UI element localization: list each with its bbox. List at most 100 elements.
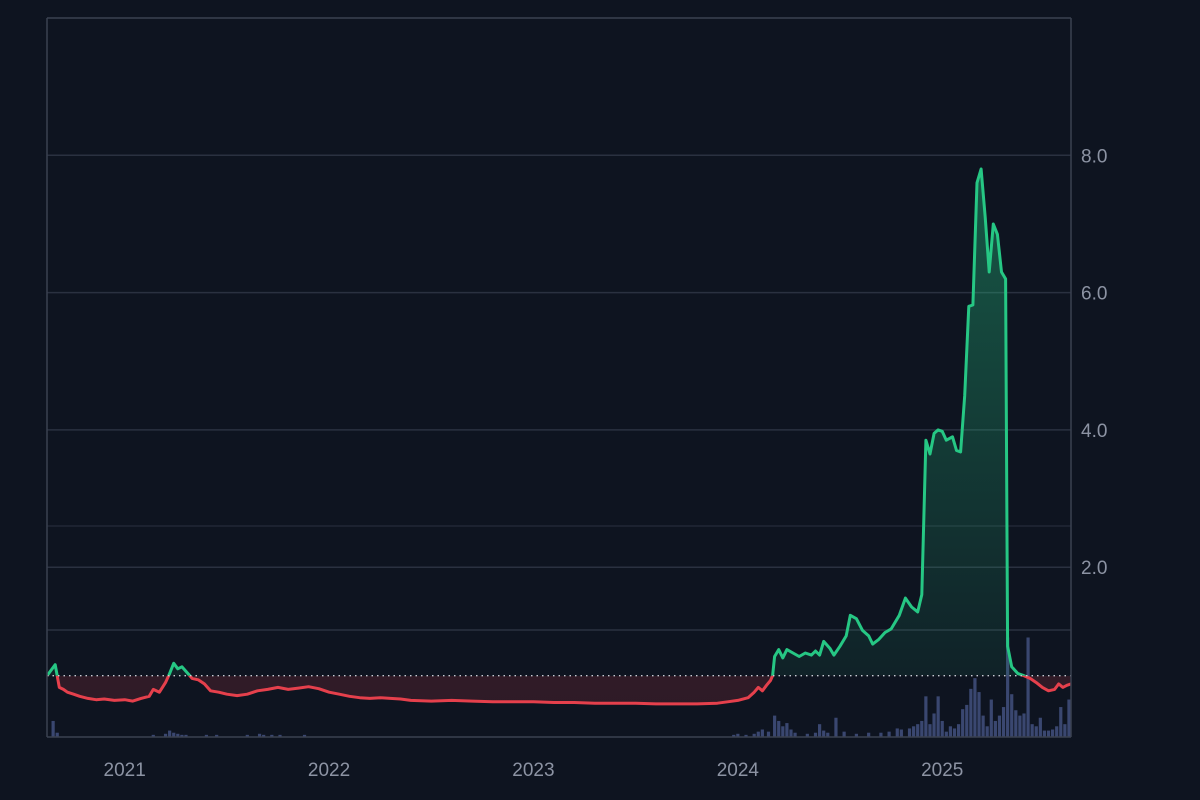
volume-bar — [302, 734, 307, 737]
volume-bar — [1038, 717, 1042, 737]
volume-bar — [1051, 729, 1055, 737]
volume-bar — [1059, 707, 1063, 737]
volume-bar — [1034, 726, 1038, 737]
x-tick-label: 2025 — [921, 760, 963, 781]
volume-bar — [1018, 715, 1022, 737]
volume-bar — [867, 732, 871, 737]
line-below-baseline — [47, 675, 1071, 706]
volume-bar — [756, 731, 760, 737]
volume-bar — [51, 720, 55, 737]
volume-bar — [172, 732, 176, 737]
y-tick-label: 2.0 — [1081, 558, 1107, 579]
volume-bar — [180, 734, 184, 737]
volume-bar — [907, 728, 912, 737]
volume-bar — [936, 696, 940, 737]
volume-bar — [1006, 637, 1010, 737]
area-above-baseline — [47, 169, 1071, 676]
volume-bar — [1042, 730, 1047, 737]
volume-bar — [793, 732, 797, 737]
volume-bar — [952, 728, 957, 737]
volume-bar — [932, 713, 936, 737]
volume-bar — [993, 720, 997, 737]
volume-bar — [1067, 699, 1071, 737]
volume-bar — [842, 731, 846, 737]
volume-bar — [1030, 724, 1034, 737]
volume-bar — [969, 688, 973, 737]
volume-bar — [789, 729, 793, 737]
x-tick-label: 2021 — [104, 760, 146, 781]
volume-bar — [168, 730, 172, 737]
volume-bar — [977, 692, 981, 737]
y-tick-label: 4.0 — [1081, 421, 1107, 442]
volume-bar — [736, 733, 740, 737]
volume-bar — [948, 726, 953, 737]
volume-bar — [257, 733, 262, 737]
price-area — [47, 169, 1071, 704]
volume-bar — [965, 704, 969, 737]
volume-bar — [55, 732, 59, 737]
volume-bar — [744, 734, 748, 737]
y-tick-label: 6.0 — [1081, 284, 1107, 305]
volume-bar — [985, 726, 989, 737]
volume-bar — [916, 724, 920, 737]
axes: 8.0 6.0 4.0 2.0 2021 2022 2023 2024 2025 — [46, 17, 1107, 781]
volume-bar — [278, 734, 282, 737]
volume-bar — [1055, 726, 1059, 737]
x-tick-label: 2024 — [717, 760, 760, 781]
volume-bar — [184, 734, 188, 737]
volume-bar — [961, 709, 965, 737]
volume-bar — [1010, 694, 1014, 737]
volume-bar — [204, 734, 209, 737]
volume-bar — [817, 724, 822, 737]
volume-bar — [151, 734, 155, 737]
volume-bar — [1026, 637, 1030, 737]
volume-bar — [781, 726, 785, 737]
volume-bar — [1001, 707, 1006, 737]
volume-bar — [887, 731, 891, 737]
volume-bar — [176, 733, 180, 737]
volume-bar — [163, 733, 168, 737]
volume-bar — [245, 734, 249, 737]
volume-bar — [732, 734, 736, 737]
price-line — [47, 167, 1071, 706]
volume-bar — [822, 730, 826, 737]
volume-bar — [854, 733, 858, 737]
volume-bar — [997, 715, 1002, 737]
volume-bar — [773, 715, 777, 737]
volume-bar — [270, 734, 274, 737]
volume-bar — [944, 731, 948, 737]
volume-bar — [826, 732, 830, 737]
volume-bar — [912, 726, 916, 737]
volume-bar — [262, 734, 266, 737]
line-above-baseline — [47, 167, 1028, 676]
x-tick-label: 2022 — [308, 760, 350, 781]
volume-bar — [1063, 724, 1067, 737]
volume-bar — [785, 723, 789, 737]
volume-bar — [805, 733, 809, 737]
volume-bar — [215, 734, 219, 737]
volume-bar — [924, 696, 928, 737]
volume-bar — [760, 729, 764, 737]
x-tick-label: 2023 — [512, 760, 554, 781]
volume-bar — [989, 699, 993, 737]
volume-bar — [1014, 710, 1018, 737]
volume-bar — [981, 715, 985, 737]
volume-bar — [928, 724, 932, 737]
volume-bar — [777, 720, 781, 737]
y-tick-label: 8.0 — [1081, 146, 1107, 167]
volume-bar — [940, 720, 944, 737]
volume-bar — [956, 724, 961, 737]
volume-bar — [1046, 730, 1051, 737]
volume-bar — [879, 732, 883, 737]
area-below-baseline — [57, 675, 1071, 704]
volume-bar — [899, 729, 903, 737]
volume-bar — [973, 678, 977, 737]
grid — [47, 154, 1071, 631]
volume-bar — [920, 720, 924, 737]
volume-bar — [752, 733, 756, 737]
volume-bar — [834, 717, 838, 737]
volume-bar — [1022, 713, 1026, 737]
volume-bars — [51, 637, 1071, 737]
